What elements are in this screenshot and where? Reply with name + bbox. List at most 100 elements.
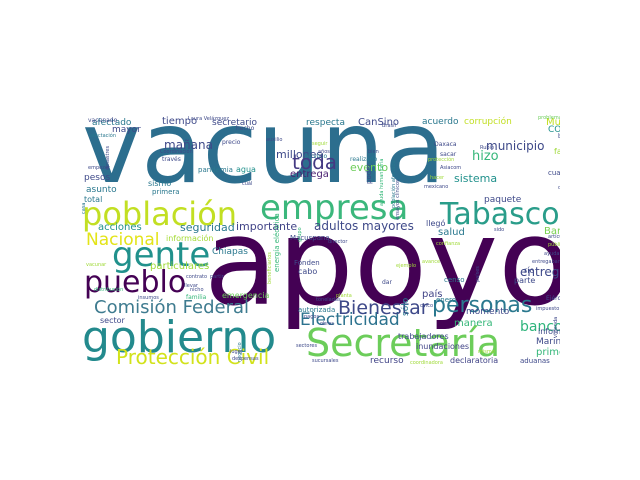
cloud-word: bien	[368, 149, 379, 155]
cloud-word: llevar	[184, 283, 198, 289]
cloud-word: pueblo	[84, 265, 187, 300]
cloud-word: cuatro	[548, 169, 560, 177]
cloud-word: afectación	[90, 133, 117, 139]
cloud-word: evento	[350, 161, 389, 174]
cloud-word: apoyo	[204, 194, 560, 333]
cloud-word: Fonden	[294, 259, 320, 267]
cloud-word: banco	[520, 319, 560, 335]
cloud-word: seguir	[312, 141, 328, 147]
cloud-word: gente	[112, 235, 211, 275]
cloud-word: enero	[436, 296, 457, 304]
cloud-word: municipio	[486, 139, 545, 153]
cloud-word: secretario	[212, 118, 257, 128]
cloud-word: casa	[81, 202, 87, 214]
cloud-word: Bienestar	[338, 297, 429, 319]
cloud-word: inundaciones	[416, 342, 470, 351]
cloud-word: momento	[466, 307, 510, 317]
cloud-word: vacuna	[82, 112, 446, 206]
cloud-word: información	[166, 234, 214, 243]
cloud-word: fase	[554, 147, 560, 156]
cloud-word: aduanas	[520, 357, 550, 365]
cloud-word: COVID	[548, 125, 560, 135]
cloud-word: sismo	[148, 179, 172, 188]
cloud-word: particulares	[150, 261, 210, 272]
cloud-word: servicio	[304, 153, 328, 160]
cloud-word: realizado	[350, 156, 378, 163]
cloud-word: trabajadores	[398, 332, 449, 341]
cloud-word: director	[328, 239, 348, 245]
cloud-word: sido	[494, 227, 505, 233]
cloud-word: sistema	[454, 172, 498, 185]
cloud-word: toneladas	[316, 297, 341, 303]
cloud-word: manera	[454, 318, 493, 329]
cloud-word: mexicano	[424, 184, 449, 190]
cloud-word: censo	[444, 276, 465, 284]
cloud-word: pandemia	[198, 166, 233, 174]
cloud-word: Coordinación	[160, 149, 193, 155]
cloud-word: llegó	[426, 219, 446, 228]
word-cloud: vacuna apoyo población empresa Tabasco g…	[80, 112, 560, 368]
cloud-word: hacer	[430, 175, 445, 181]
cloud-word: agua	[236, 165, 256, 174]
cloud-word: empezar	[88, 165, 110, 171]
cloud-word: sectores	[296, 343, 318, 349]
cloud-word: hizo	[472, 149, 499, 164]
cloud-word: acuerdo	[422, 117, 459, 127]
cloud-word: personas	[432, 293, 533, 318]
cloud-word: Nacional	[86, 230, 160, 250]
cloud-word: Brasil	[382, 123, 396, 129]
cloud-word: Asiacom	[440, 165, 462, 171]
cloud-word: Laura Velázquez	[188, 116, 229, 122]
cloud-word: pesos	[84, 173, 111, 183]
cloud-word: autorizada	[298, 306, 336, 314]
cloud-word: declaratoria	[450, 356, 499, 365]
cloud-word: ensayos clínicos	[395, 179, 401, 220]
cloud-word: seguridad	[180, 221, 235, 234]
cloud-word: entregaban	[532, 259, 560, 265]
cloud-word: protección	[428, 157, 455, 163]
cloud-word: paquete	[484, 195, 522, 205]
cloud-word: desastres	[105, 145, 111, 170]
cloud-word: salud	[438, 227, 465, 238]
cloud-word: río	[524, 266, 535, 275]
cloud-word: Comisión Federal	[94, 297, 250, 318]
cloud-word: nicho	[190, 287, 204, 293]
cloud-word: auxilio	[266, 137, 283, 143]
cloud-word: pagos	[304, 314, 320, 320]
cloud-word: Rubio	[480, 145, 495, 151]
cloud-word: ayuda	[544, 251, 560, 257]
cloud-word: primero	[536, 347, 560, 358]
cloud-word: sector	[100, 316, 125, 325]
cloud-word: corrupción	[464, 117, 512, 127]
cloud-word: avance	[422, 259, 441, 265]
cloud-word: coordinadora	[410, 360, 443, 366]
cloud-word: toda	[292, 150, 338, 174]
cloud-word: informe	[538, 327, 560, 336]
cloud-word: acciones	[98, 222, 142, 233]
cloud-word: países	[475, 266, 481, 282]
cloud-word: buen	[558, 133, 560, 140]
cloud-word: emergencia	[222, 291, 270, 300]
cloud-word: problema	[538, 115, 560, 121]
cloud-word: grupo	[297, 227, 303, 242]
cloud-word: afectado	[92, 118, 132, 128]
cloud-word: parte	[514, 276, 536, 285]
cloud-word: Macuspana	[290, 234, 330, 242]
cloud-word: Oaxaca	[434, 141, 457, 148]
cloud-word: primera	[152, 188, 180, 196]
cloud-word: Muchas	[546, 117, 560, 128]
cloud-word: obras	[320, 321, 334, 327]
cloud-word: cuál	[242, 181, 253, 187]
cloud-word: distribución	[94, 287, 124, 293]
cloud-word: familia	[186, 294, 207, 301]
cloud-word: Protección Civil	[116, 345, 270, 368]
cloud-word: confianza	[436, 241, 461, 247]
cloud-word: mayor	[112, 125, 141, 135]
cloud-word: cabo	[298, 267, 318, 276]
cloud-word: artículo	[548, 234, 560, 240]
cloud-word: mismo	[478, 349, 495, 355]
cloud-word: partir	[210, 274, 224, 280]
cloud-word: planta	[336, 293, 352, 299]
cloud-word: empresa	[260, 188, 409, 228]
cloud-word: sacar	[440, 151, 457, 158]
